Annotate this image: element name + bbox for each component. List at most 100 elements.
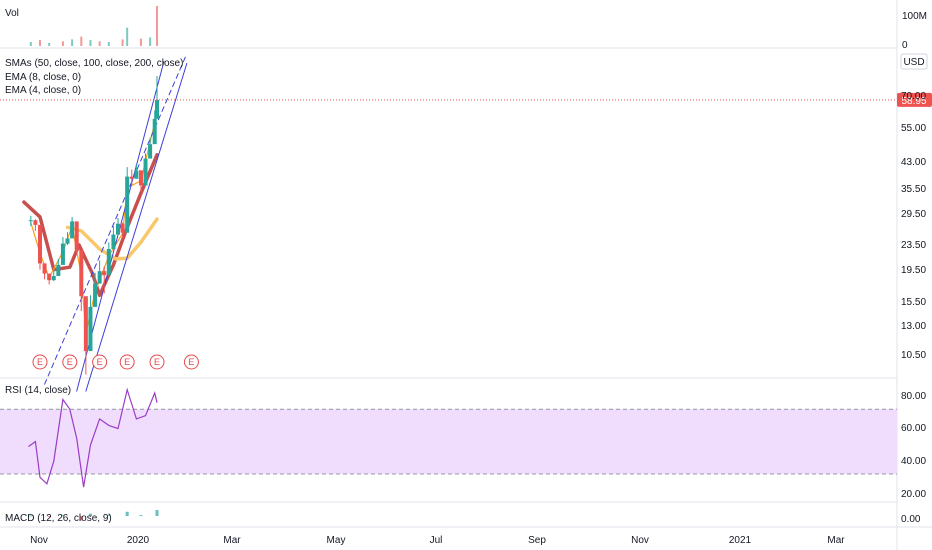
- volume-bar: [126, 27, 129, 46]
- earnings-marker-label: E: [154, 357, 160, 367]
- earnings-marker: [149, 354, 165, 370]
- earnings-marker: [62, 354, 78, 370]
- volume-bars: [29, 6, 159, 46]
- candle-body: [129, 176, 134, 179]
- candle-body: [65, 238, 70, 244]
- mid-channel-line: [44, 53, 188, 385]
- macd-bar: [125, 511, 129, 516]
- macd-bar: [107, 514, 111, 516]
- earnings-marker-label: E: [97, 357, 103, 367]
- earnings-marker: [119, 354, 135, 370]
- volume-bar: [149, 37, 152, 46]
- rsi-legend[interactable]: RSI (14, close): [5, 385, 71, 396]
- rsi-series: [28, 387, 158, 488]
- price-tick: 55.00: [901, 123, 926, 134]
- candle-body: [51, 276, 56, 281]
- currency-button-frame[interactable]: [900, 53, 928, 70]
- macd-bar: [155, 510, 159, 516]
- macd-histogram: [29, 510, 159, 521]
- price-tick: 70.00: [901, 91, 926, 102]
- candle-body: [120, 223, 125, 233]
- sma-legend[interactable]: SMAs (50, close, 100, close, 200, close): [5, 58, 183, 69]
- macd-bar: [139, 515, 143, 517]
- candle-body: [93, 283, 98, 307]
- rsi-tick: 20.00: [901, 489, 926, 500]
- price-tick: 23.50: [901, 240, 926, 251]
- volume-bar: [80, 36, 83, 46]
- macd-bar: [88, 513, 92, 516]
- macd-legend[interactable]: MACD (12, 26, close, 9): [5, 513, 112, 524]
- volume-bar: [89, 40, 92, 46]
- candle-body: [97, 271, 102, 284]
- volume-bar: [38, 40, 41, 46]
- ema4-legend[interactable]: EMA (4, close, 0): [5, 85, 81, 96]
- earnings-marker: [183, 354, 199, 370]
- volume-tick: 0: [902, 40, 908, 51]
- last-price-value: 58.95: [901, 96, 926, 107]
- candle-body: [42, 263, 47, 274]
- volume-tick: 100M: [902, 11, 927, 22]
- candle-body: [70, 221, 75, 239]
- earnings-marker-label: E: [67, 357, 73, 367]
- macd-bar: [29, 515, 33, 517]
- last-price-tag: [897, 92, 932, 107]
- macd-bar: [47, 516, 51, 517]
- volume-bar: [139, 38, 142, 46]
- sma-100-line: [65, 217, 159, 261]
- time-tick: Jul: [430, 535, 443, 546]
- candle-body: [74, 221, 79, 250]
- volume-legend[interactable]: Vol: [5, 8, 19, 19]
- candle-body: [138, 170, 143, 186]
- candle-body: [125, 176, 130, 233]
- price-candles: [28, 76, 160, 375]
- time-tick: Mar: [827, 535, 845, 546]
- indicator-lines: [22, 53, 188, 392]
- candle-body: [28, 220, 33, 222]
- time-tick: May: [327, 535, 346, 546]
- macd-bar: [79, 516, 83, 521]
- price-tick: 35.50: [901, 184, 926, 195]
- candle-body: [115, 223, 120, 235]
- price-tick: 13.00: [901, 321, 926, 332]
- volume-bar: [98, 41, 101, 46]
- earnings-marker-label: E: [188, 357, 194, 367]
- volume-axis: 100M 0: [902, 11, 927, 51]
- volume-bar: [156, 6, 159, 46]
- macd-bar: [61, 514, 65, 516]
- volume-bar: [107, 42, 110, 46]
- candle-body: [134, 170, 139, 179]
- currency-button[interactable]: USD: [903, 57, 924, 68]
- candle-body: [33, 220, 38, 225]
- rsi-tick: 80.00: [901, 391, 926, 402]
- volume-bar: [48, 43, 51, 46]
- rsi-band: [0, 409, 897, 475]
- time-tick: 2020: [127, 535, 150, 546]
- price-tick: 10.50: [901, 350, 926, 361]
- earnings-marker-label: E: [124, 357, 130, 367]
- sma-50-line: [22, 153, 159, 298]
- price-tick: 19.50: [901, 265, 926, 276]
- candle-body: [102, 271, 107, 276]
- rsi-axis: 80.00 60.00 40.00 20.00: [901, 391, 926, 500]
- earnings-marker: [32, 354, 48, 370]
- candle-body: [60, 243, 65, 265]
- candle-body: [37, 224, 42, 264]
- time-axis[interactable]: Nov 2020 Mar May Jul Sep Nov 2021 Mar: [30, 535, 845, 546]
- time-tick: 2021: [729, 535, 752, 546]
- candle-body: [88, 306, 93, 352]
- candle-body: [111, 234, 116, 249]
- earnings-marker-label: E: [37, 357, 43, 367]
- candle-body: [47, 273, 52, 281]
- price-tick: 15.50: [901, 297, 926, 308]
- candle-body: [56, 264, 61, 277]
- ema8-legend[interactable]: EMA (8, close, 0): [5, 72, 81, 83]
- time-tick: Nov: [631, 535, 649, 546]
- candle-body: [155, 99, 160, 119]
- candle-body: [148, 144, 153, 159]
- price-tick: 29.50: [901, 209, 926, 220]
- candle-body: [143, 158, 148, 186]
- volume-bar: [71, 39, 74, 46]
- candle-body: [79, 249, 84, 297]
